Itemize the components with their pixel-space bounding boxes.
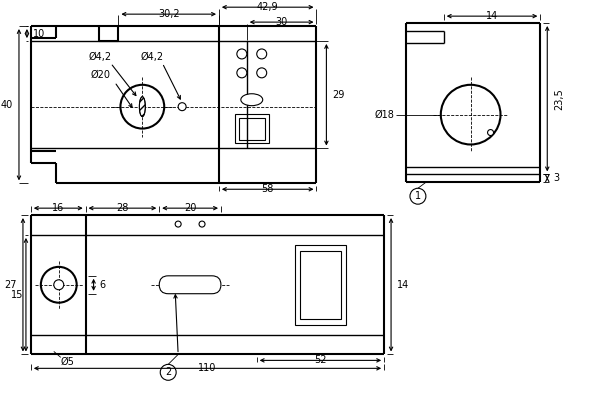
Text: 20: 20 bbox=[184, 203, 196, 213]
Circle shape bbox=[237, 49, 247, 59]
Text: Ø4,2: Ø4,2 bbox=[141, 52, 164, 62]
Text: Ø20: Ø20 bbox=[90, 70, 111, 80]
Text: 52: 52 bbox=[314, 356, 326, 365]
Text: Ø18: Ø18 bbox=[374, 109, 394, 120]
Text: 6: 6 bbox=[99, 280, 105, 290]
Text: 14: 14 bbox=[486, 11, 498, 21]
Ellipse shape bbox=[140, 97, 146, 117]
Text: 42,9: 42,9 bbox=[257, 2, 279, 12]
Text: 3: 3 bbox=[553, 173, 559, 183]
Circle shape bbox=[199, 221, 205, 227]
Circle shape bbox=[257, 49, 267, 59]
Circle shape bbox=[120, 85, 164, 128]
Text: 14: 14 bbox=[397, 280, 409, 290]
Text: 110: 110 bbox=[198, 363, 217, 373]
Circle shape bbox=[41, 267, 77, 303]
Circle shape bbox=[54, 280, 63, 290]
Text: 2: 2 bbox=[165, 367, 171, 377]
Text: 30: 30 bbox=[276, 17, 288, 27]
Text: 15: 15 bbox=[11, 290, 23, 300]
Bar bbox=[300, 251, 341, 319]
Text: 29: 29 bbox=[332, 90, 345, 100]
Bar bbox=[235, 114, 269, 143]
Text: 27: 27 bbox=[4, 280, 17, 290]
Bar bbox=[295, 245, 346, 324]
Circle shape bbox=[161, 364, 176, 380]
Text: 30,2: 30,2 bbox=[158, 9, 180, 19]
Circle shape bbox=[410, 188, 426, 204]
Circle shape bbox=[237, 68, 247, 78]
Ellipse shape bbox=[241, 94, 263, 106]
Text: 10: 10 bbox=[33, 29, 45, 38]
Text: 28: 28 bbox=[116, 203, 129, 213]
Text: Ø4,2: Ø4,2 bbox=[89, 52, 112, 62]
Text: 23,5: 23,5 bbox=[554, 88, 564, 109]
Text: Ø5: Ø5 bbox=[60, 356, 75, 366]
Text: 16: 16 bbox=[52, 203, 65, 213]
Circle shape bbox=[178, 103, 186, 111]
FancyBboxPatch shape bbox=[159, 276, 221, 294]
Circle shape bbox=[175, 221, 181, 227]
Text: 58: 58 bbox=[262, 184, 274, 194]
Circle shape bbox=[441, 85, 501, 145]
Text: 40: 40 bbox=[1, 100, 13, 110]
Bar bbox=[239, 118, 265, 139]
Text: 1: 1 bbox=[415, 191, 421, 201]
Circle shape bbox=[257, 68, 267, 78]
Circle shape bbox=[488, 130, 494, 135]
